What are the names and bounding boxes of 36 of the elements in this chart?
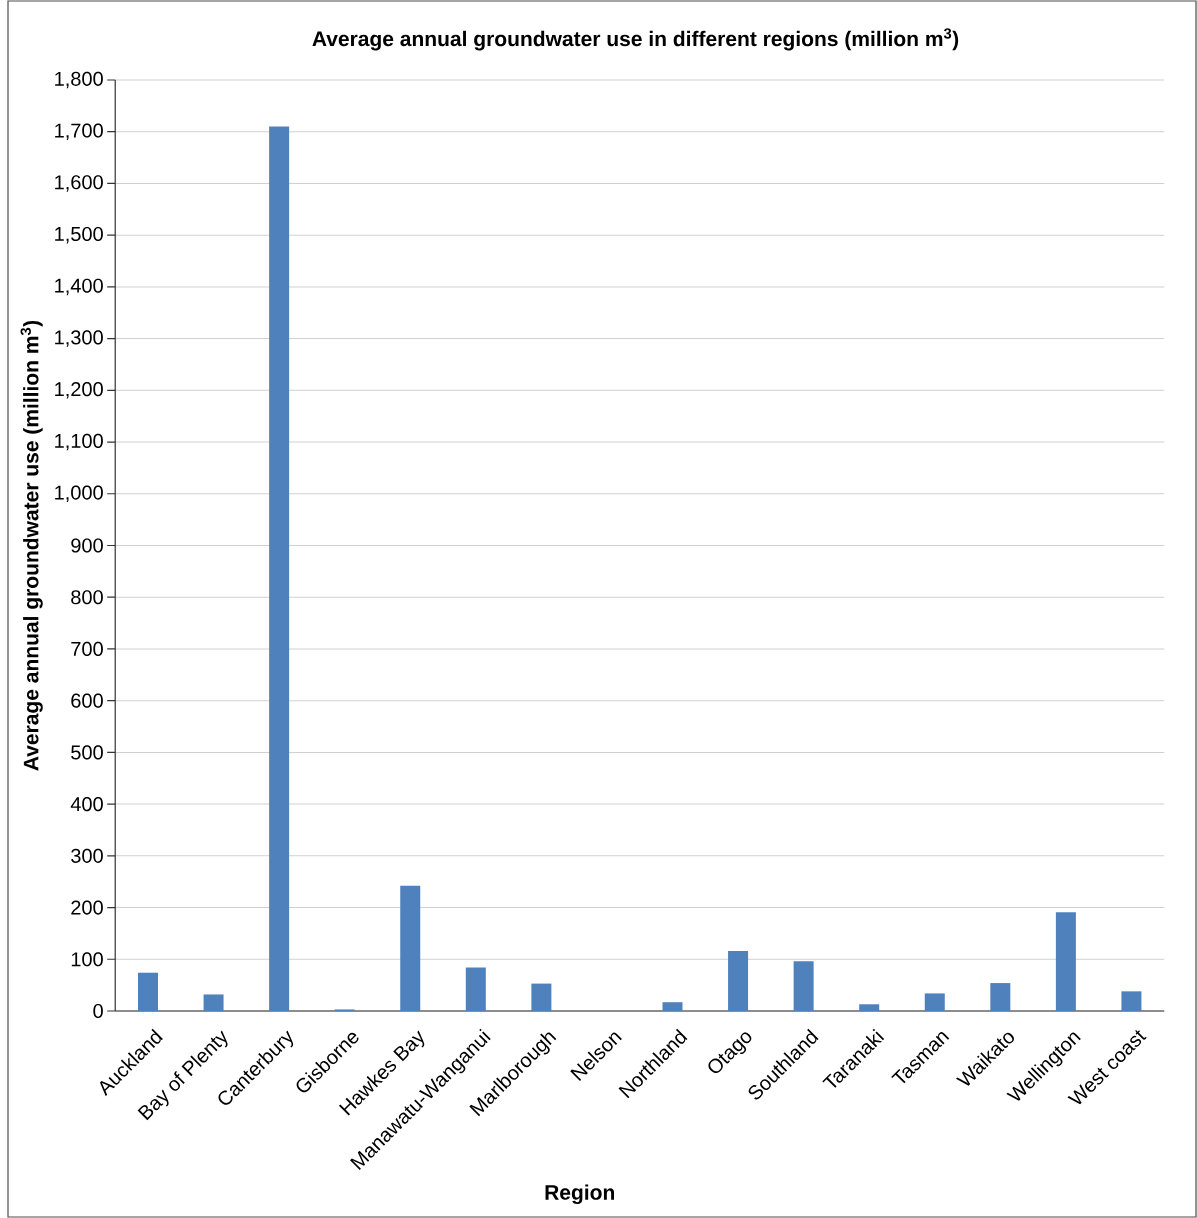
x-axis-title: Region — [545, 1184, 615, 1205]
bar — [990, 983, 1011, 1011]
bar — [400, 885, 421, 1011]
y-tick-label: 100 — [71, 952, 103, 967]
bar — [728, 951, 749, 1011]
y-tick-label: 1,700 — [55, 123, 103, 140]
y-axis-title: Average annual groundwater use (million m$^{3}$) — [20, 320, 43, 771]
bar — [1055, 912, 1076, 1011]
y-tick-label: 600 — [71, 693, 103, 708]
bar — [793, 961, 814, 1011]
y-tick-label: 1,000 — [55, 485, 103, 503]
bar — [531, 983, 552, 1011]
y-tick-label: 700 — [71, 641, 103, 657]
bar — [1121, 991, 1142, 1011]
y-tick-label: 500 — [71, 745, 103, 760]
y-tick-label: 200 — [71, 900, 103, 915]
y-tick-label: 800 — [71, 590, 103, 605]
y-tick-label: 1,100 — [55, 433, 103, 451]
bar — [924, 993, 945, 1011]
bar — [138, 972, 158, 1011]
y-tick-label: 1,300 — [55, 330, 103, 347]
y-tick-label: 1,200 — [55, 382, 103, 399]
y-tick-label: 1,400 — [55, 278, 103, 296]
bar — [662, 1002, 683, 1011]
y-tick-label: 1,500 — [55, 226, 103, 244]
y-tick-label: 0 — [93, 1003, 103, 1019]
bar — [859, 1004, 880, 1011]
bar — [465, 967, 486, 1011]
y-tick-label: 400 — [70, 797, 103, 812]
y-tick-label: 300 — [71, 848, 103, 863]
y-tick-label: 900 — [71, 538, 103, 553]
chart-title: Average annual groundwater use in different regions (million m$^{3}$) — [312, 28, 959, 51]
bar — [203, 994, 224, 1011]
y-tick-label: 1,600 — [55, 175, 103, 192]
bar — [269, 126, 290, 1011]
y-tick-label: 1,800 — [55, 71, 103, 89]
